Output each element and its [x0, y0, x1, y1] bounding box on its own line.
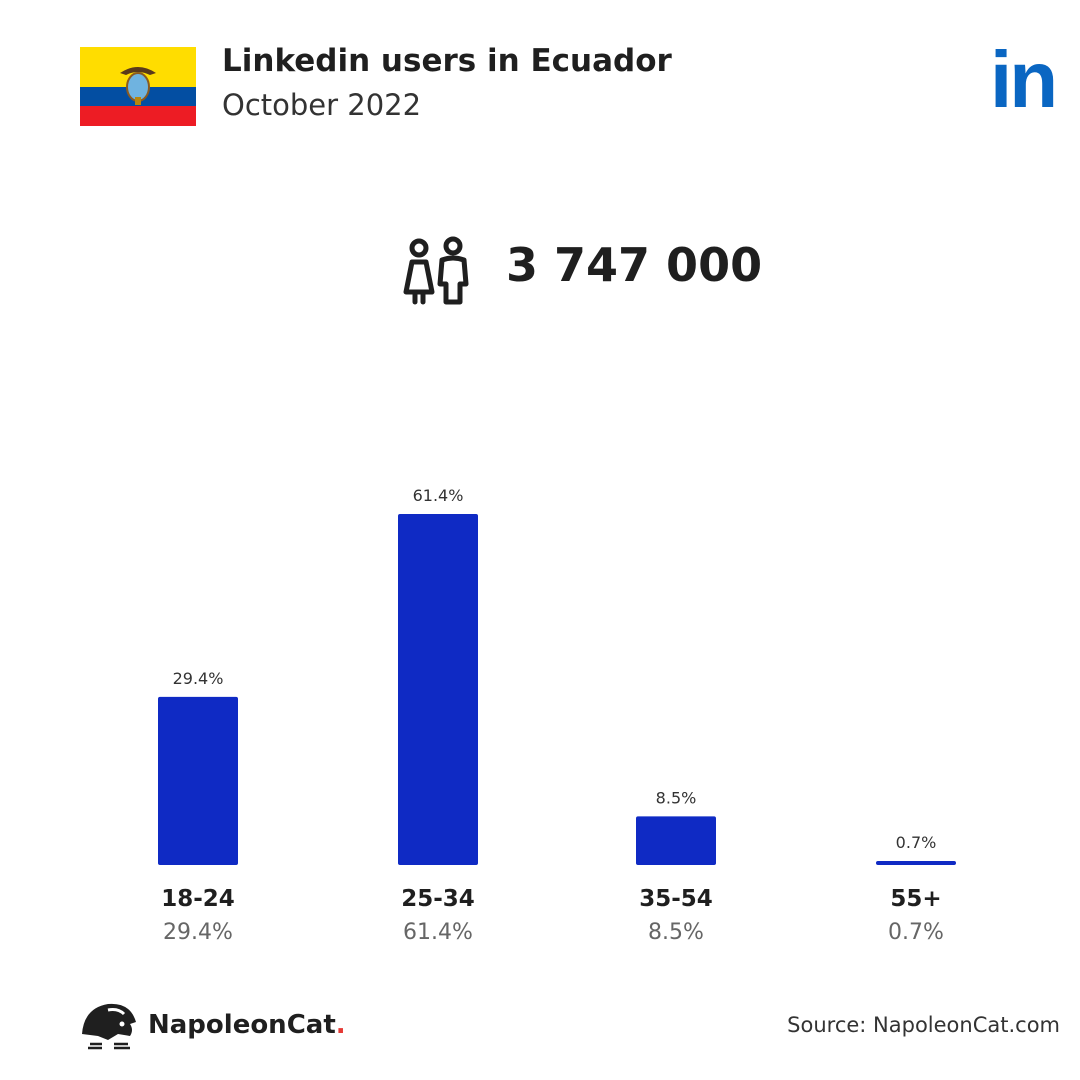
- brand-text: NapoleonCat: [148, 1010, 336, 1040]
- ecuador-flag-icon: [80, 47, 196, 126]
- total-users-value: 3 747 000: [506, 238, 763, 292]
- bar-value-label: 61.4%: [413, 486, 464, 505]
- category-percent-label: 8.5%: [648, 920, 704, 945]
- brand-name: NapoleonCat.: [148, 1010, 346, 1040]
- category-label: 18-24: [161, 886, 235, 912]
- category-label: 35-54: [639, 886, 713, 912]
- bar-25-34: [398, 514, 478, 865]
- category-percent-label: 29.4%: [163, 920, 233, 945]
- bar-value-label: 8.5%: [656, 788, 697, 807]
- category-label: 55+: [890, 886, 941, 912]
- linkedin-logo-icon: in: [990, 35, 1058, 124]
- bar-18-24: [158, 696, 238, 865]
- chart-title: Linkedin users in Ecuador: [222, 43, 672, 79]
- bar-35-54: [636, 816, 716, 865]
- category-label: 25-34: [401, 886, 475, 912]
- category-percent-label: 0.7%: [888, 920, 944, 945]
- bar-55+: [876, 860, 956, 865]
- chart-subtitle: October 2022: [222, 88, 422, 122]
- brand-dot: .: [335, 1010, 346, 1040]
- bar-value-label: 29.4%: [173, 669, 224, 688]
- napoleoncat-logo-icon: [82, 1003, 136, 1050]
- category-percent-label: 61.4%: [403, 920, 473, 945]
- people-icon: [403, 236, 469, 305]
- bar-value-label: 0.7%: [896, 833, 937, 852]
- source-text: Source: NapoleonCat.com: [787, 1013, 1060, 1037]
